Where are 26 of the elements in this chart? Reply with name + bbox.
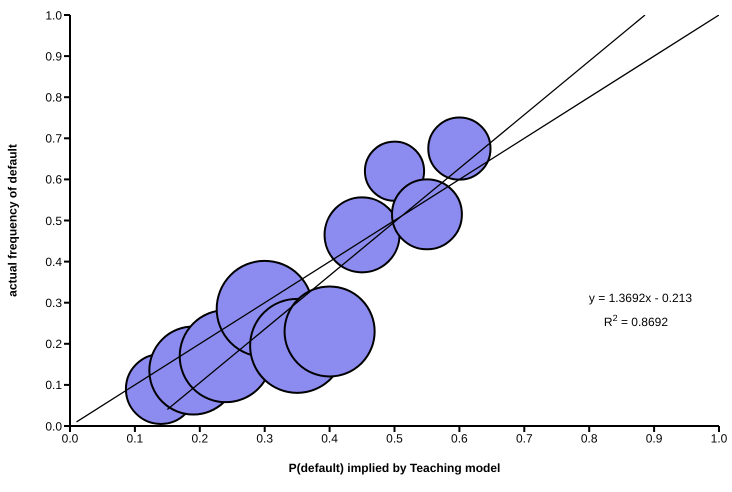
- y-tick-label: 0.0: [45, 419, 62, 434]
- y-axis-title: actual frequency of default: [5, 144, 20, 297]
- y-tick-label: 0.1: [45, 378, 62, 392]
- x-tick-label: 0.0: [62, 432, 79, 446]
- x-tick-label: 0.8: [580, 432, 598, 446]
- y-tick-label: 0.5: [45, 214, 62, 228]
- annotation: R$^{2}$ = 0.8692: [604, 313, 668, 329]
- x-tick-label: 0.3: [256, 432, 274, 446]
- x-tick-label: 1.0: [710, 432, 728, 446]
- annotation: y = 1.3692x - 0.213: [588, 291, 692, 305]
- y-tick-label: 0.8: [45, 90, 62, 104]
- x-tick-label: 0.4: [321, 432, 338, 446]
- x-tick-label: 0.2: [191, 432, 208, 446]
- y-tick-label: 0.6: [45, 172, 62, 187]
- x-tick-label: 0.1: [126, 432, 144, 446]
- x-axis-title: P(default) implied by Teaching model: [288, 461, 500, 475]
- y-tick-label: 0.4: [45, 254, 62, 269]
- x-tick-label: 0.5: [386, 432, 404, 446]
- y-tick-label: 1.0: [45, 8, 62, 22]
- y-tick-label: 0.7: [45, 132, 62, 146]
- y-tick-label: 0.3: [45, 296, 62, 310]
- x-tick-label: 0.9: [646, 432, 663, 446]
- y-tick-label: 0.9: [45, 49, 62, 64]
- y-tick-label: 0.2: [45, 337, 62, 352]
- x-tick-label: 0.6: [451, 432, 468, 446]
- x-tick-label: 0.7: [516, 432, 533, 446]
